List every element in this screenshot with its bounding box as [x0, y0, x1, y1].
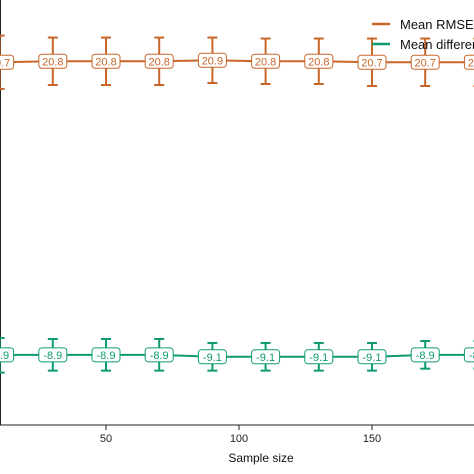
- x-tick-label: 150: [363, 433, 381, 445]
- data-label-box: [144, 347, 174, 363]
- data-label-box: [357, 349, 387, 365]
- data-label: -8.9: [150, 350, 169, 362]
- data-label: -9.1: [309, 352, 328, 364]
- data-label: 20.8: [42, 56, 63, 68]
- data-label: -8.9: [0, 350, 9, 362]
- plot-area: 20.7 20.8 20.8 20.8 20.9 20.8 20.8 20.7 20.7 20.7…: [0, 34, 474, 374]
- data-label-box: [0, 54, 15, 70]
- data-label-box: [251, 349, 281, 365]
- axes: 050100150200: [0, 0, 474, 445]
- x-axis-title: Sample size: [228, 451, 294, 465]
- data-label-box: [91, 347, 121, 363]
- data-label: -9.1: [203, 352, 222, 364]
- x-tick-label: 50: [100, 433, 112, 445]
- data-label: -8.9: [416, 350, 435, 362]
- series-line: [0, 353, 474, 358]
- data-label-box: [0, 347, 15, 363]
- data-label: 20.8: [308, 56, 329, 68]
- data-label-box: [304, 53, 334, 69]
- data-label: 20.9: [202, 55, 223, 67]
- data-label: 20.7: [414, 57, 435, 69]
- legend-label: Mean RMSE: [400, 17, 474, 32]
- data-label: -9.1: [363, 352, 382, 364]
- data-label-box: [463, 347, 474, 363]
- data-label-box: [463, 54, 474, 70]
- data-label-box: [251, 53, 281, 69]
- data-label-box: [38, 347, 68, 363]
- data-label: -8.9: [469, 350, 474, 362]
- data-label: 20.8: [255, 56, 276, 68]
- data-label: 20.7: [0, 57, 10, 69]
- data-label-box: [304, 349, 334, 365]
- legend: Mean RMSE Mean difference: [372, 17, 474, 52]
- data-label-box: [197, 349, 227, 365]
- data-label: -8.9: [43, 350, 62, 362]
- x-tick-label: 100: [230, 433, 248, 445]
- data-label-box: [91, 53, 121, 69]
- data-label-box: [410, 54, 440, 70]
- data-label-box: [197, 52, 227, 68]
- data-label-box: [357, 54, 387, 70]
- legend-label: Mean difference: [400, 37, 474, 52]
- data-label: 20.7: [361, 57, 382, 69]
- data-label: 20.7: [468, 57, 474, 69]
- data-label: -8.9: [97, 350, 116, 362]
- data-label: 20.8: [95, 56, 116, 68]
- data-label-box: [410, 347, 440, 363]
- data-label-box: [38, 53, 68, 69]
- series-1: -8.9 -8.9 -8.9 -8.9 -9.1 -9.1 -9.1 -9.1 -8.9 -8.9…: [0, 337, 474, 374]
- series-0: 20.7 20.8 20.8 20.8 20.9 20.8 20.8 20.7 20.7 20.7…: [0, 34, 474, 90]
- data-label: 20.8: [148, 56, 169, 68]
- series-line: [0, 59, 474, 64]
- data-label: -9.1: [256, 352, 275, 364]
- data-label-box: [144, 53, 174, 69]
